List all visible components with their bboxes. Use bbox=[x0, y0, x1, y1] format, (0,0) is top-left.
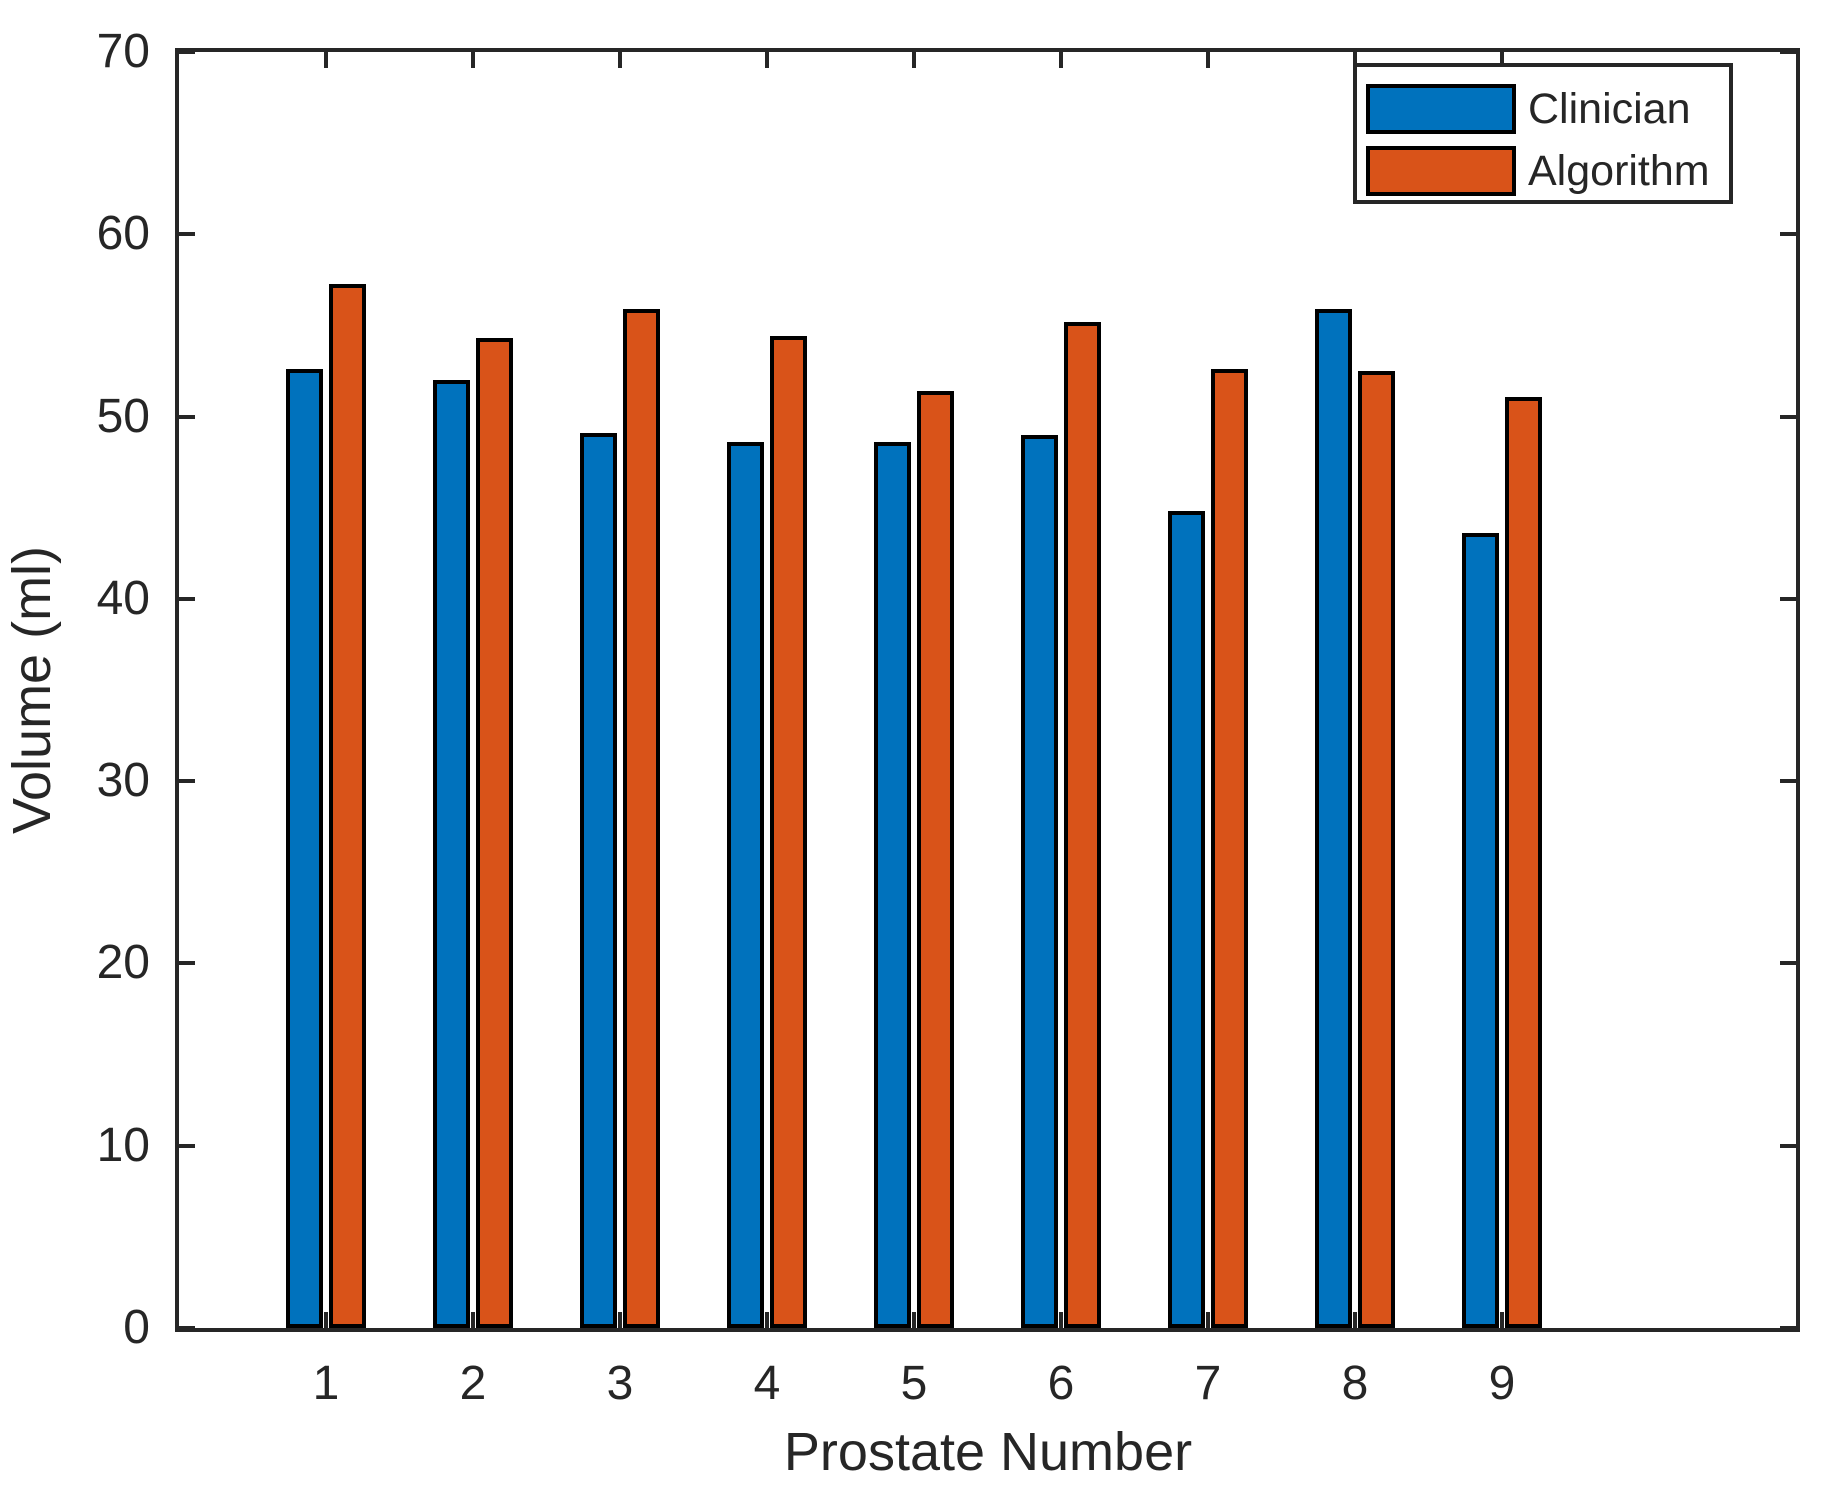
x-tick-mark-top bbox=[1206, 52, 1210, 68]
y-tick-label: 70 bbox=[96, 25, 150, 78]
x-tick-label: 3 bbox=[606, 1357, 634, 1410]
bar-clinician-9 bbox=[1462, 533, 1499, 1328]
y-tick-mark-right bbox=[1780, 50, 1796, 54]
x-tick-mark-top bbox=[765, 52, 769, 68]
x-tick-mark-top bbox=[471, 52, 475, 68]
legend-label-clinician: Clinician bbox=[1528, 84, 1691, 133]
y-tick-label: 60 bbox=[96, 207, 150, 261]
legend: Clinician Algorithm bbox=[1353, 63, 1733, 204]
x-tick-label: 9 bbox=[1488, 1357, 1516, 1410]
x-tick-mark-top bbox=[324, 52, 328, 68]
x-tick-mark-bottom bbox=[324, 1312, 328, 1328]
y-tick-label: 30 bbox=[96, 754, 150, 808]
y-tick-mark-right bbox=[1780, 961, 1796, 966]
x-tick-mark-top bbox=[618, 52, 622, 68]
x-tick-label: 8 bbox=[1341, 1357, 1369, 1410]
y-tick-mark-right bbox=[1780, 596, 1796, 601]
x-axis-label: Prostate Number bbox=[783, 1422, 1193, 1482]
x-tick-mark-top bbox=[1353, 52, 1357, 68]
bar-algorithm-3 bbox=[623, 309, 660, 1328]
y-tick-mark-right bbox=[1780, 1326, 1796, 1330]
x-tick-label: 1 bbox=[312, 1357, 340, 1410]
bar-algorithm-1 bbox=[329, 283, 366, 1328]
bar-algorithm-2 bbox=[476, 338, 513, 1328]
y-tick-mark-left bbox=[179, 779, 195, 784]
bar-clinician-5 bbox=[874, 442, 911, 1328]
y-tick-mark-left bbox=[179, 50, 195, 54]
x-tick-label: 7 bbox=[1194, 1357, 1222, 1410]
x-tick-mark-bottom bbox=[471, 1312, 475, 1328]
y-tick-mark-left bbox=[179, 414, 195, 419]
y-tick-label: 20 bbox=[96, 936, 150, 990]
legend-label-algorithm: Algorithm bbox=[1528, 146, 1710, 195]
bar-algorithm-9 bbox=[1505, 396, 1542, 1328]
bar-algorithm-4 bbox=[770, 336, 807, 1328]
bar-clinician-6 bbox=[1021, 434, 1058, 1328]
y-tick-mark-right bbox=[1780, 232, 1796, 237]
y-tick-mark-right bbox=[1780, 779, 1796, 784]
x-tick-label: 5 bbox=[900, 1357, 928, 1410]
bar-clinician-8 bbox=[1315, 309, 1352, 1328]
x-tick-label: 2 bbox=[459, 1357, 487, 1410]
y-tick-label: 50 bbox=[96, 389, 150, 443]
x-tick-label: 4 bbox=[753, 1357, 781, 1410]
x-tick-mark-bottom bbox=[618, 1312, 622, 1328]
y-tick-mark-left bbox=[179, 232, 195, 237]
y-tick-mark-left bbox=[179, 596, 195, 601]
legend-entry-clinician: Clinician bbox=[1357, 78, 1729, 140]
bar-algorithm-8 bbox=[1358, 371, 1395, 1328]
y-tick-mark-left bbox=[179, 1326, 195, 1330]
x-tick-mark-top bbox=[1059, 52, 1063, 68]
plot-area bbox=[175, 48, 1800, 1332]
x-tick-label: 6 bbox=[1047, 1357, 1075, 1410]
y-tick-label: 10 bbox=[96, 1118, 150, 1172]
bar-clinician-1 bbox=[286, 369, 323, 1328]
y-tick-mark-right bbox=[1780, 414, 1796, 419]
legend-swatch-clinician bbox=[1366, 84, 1516, 134]
y-tick-label: 0 bbox=[123, 1301, 150, 1354]
legend-swatch-algorithm bbox=[1366, 146, 1516, 196]
x-tick-mark-top bbox=[912, 52, 916, 68]
y-tick-mark-left bbox=[179, 1143, 195, 1148]
x-tick-mark-top bbox=[1500, 52, 1504, 68]
y-axis-label: Volume (ml) bbox=[2, 545, 62, 835]
bar-clinician-3 bbox=[580, 432, 617, 1328]
y-tick-mark-right bbox=[1780, 1143, 1796, 1148]
bar-algorithm-5 bbox=[917, 391, 954, 1328]
x-tick-mark-bottom bbox=[1206, 1312, 1210, 1328]
bar-algorithm-7 bbox=[1211, 369, 1248, 1328]
bar-clinician-2 bbox=[433, 380, 470, 1328]
x-tick-mark-bottom bbox=[765, 1312, 769, 1328]
bar-algorithm-6 bbox=[1064, 321, 1101, 1328]
bar-clinician-7 bbox=[1168, 511, 1205, 1328]
bar-clinician-4 bbox=[727, 442, 764, 1328]
x-tick-mark-bottom bbox=[1353, 1312, 1357, 1328]
legend-entry-algorithm: Algorithm bbox=[1357, 140, 1729, 202]
y-tick-mark-left bbox=[179, 961, 195, 966]
y-tick-label: 40 bbox=[96, 571, 150, 625]
x-tick-mark-bottom bbox=[912, 1312, 916, 1328]
x-tick-mark-bottom bbox=[1500, 1312, 1504, 1328]
x-tick-mark-bottom bbox=[1059, 1312, 1063, 1328]
